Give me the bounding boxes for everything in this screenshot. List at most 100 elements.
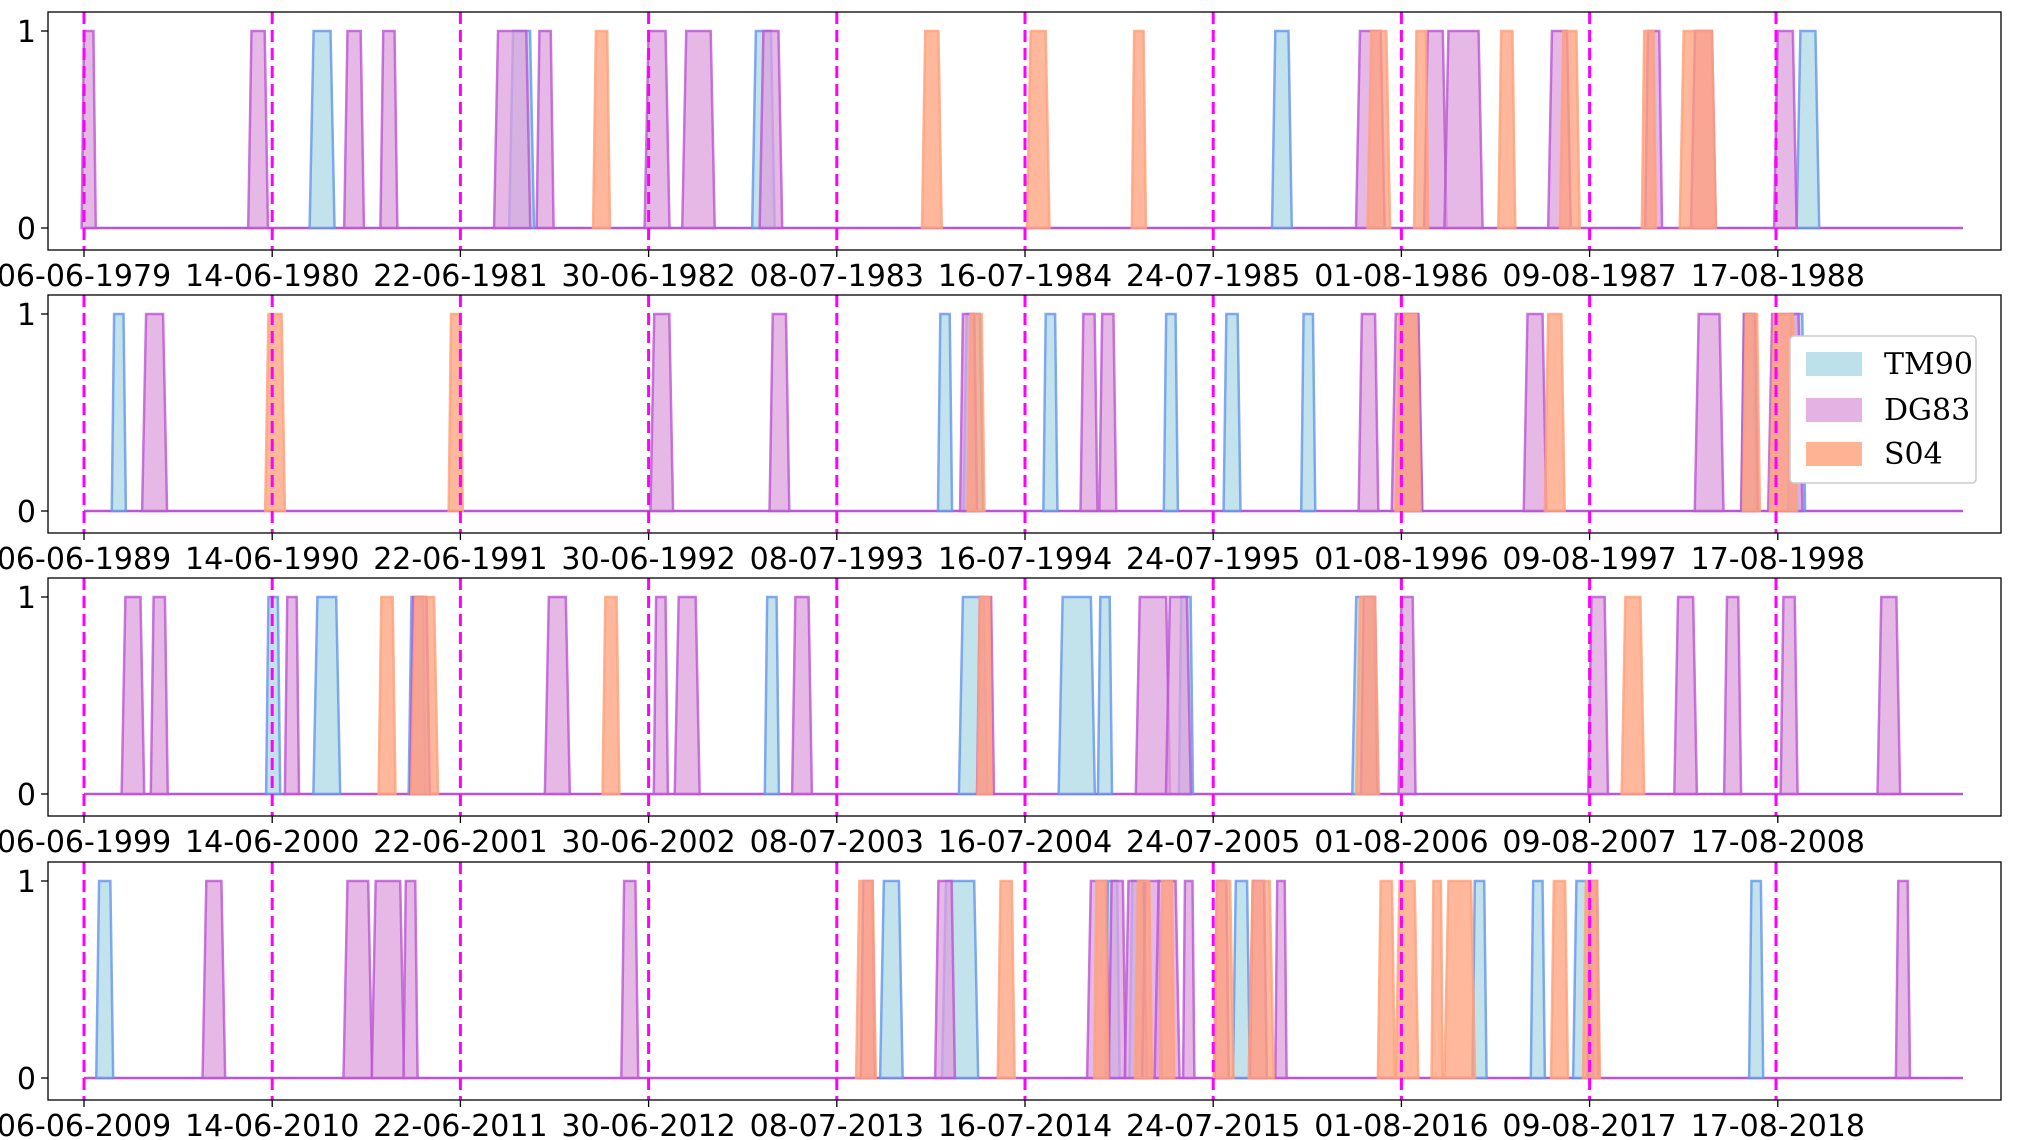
panels: 0 1 06-06-1979 14-06-1980 22-06-1981 30-06-19… xyxy=(0,11,2002,1140)
xtick-label: 16-07-1984 xyxy=(938,259,1112,294)
pulse-s04 xyxy=(1158,879,1176,1080)
legend-swatch-dg83 xyxy=(1806,398,1862,422)
pulse-s04 xyxy=(1212,879,1235,1080)
series-s04 xyxy=(263,312,1799,513)
pulse-s04 xyxy=(591,29,612,230)
series-s04 xyxy=(854,879,1602,1080)
pulse-dg83 xyxy=(1693,312,1725,513)
legend-swatch-tm90 xyxy=(1806,352,1862,376)
pulse-s04 xyxy=(1394,312,1422,513)
pulse-s04 xyxy=(1543,312,1566,513)
pulse-dg83 xyxy=(492,29,532,230)
pulse-tm90 xyxy=(1162,312,1180,513)
xtick-label: 09-08-2007 xyxy=(1502,825,1676,860)
xtick-label: 22-06-1981 xyxy=(373,259,547,294)
year-markers xyxy=(82,862,1778,1100)
pulse-s04 xyxy=(1354,595,1381,796)
pulse-s04 xyxy=(976,595,993,796)
xtick-label: 22-06-1991 xyxy=(373,542,547,577)
pulse-dg83 xyxy=(1181,879,1196,1080)
pulse-dg83 xyxy=(790,595,814,796)
pulse-dg83 xyxy=(1443,29,1484,230)
xtick-label: 14-06-2010 xyxy=(185,1109,359,1140)
xtick-label: 09-08-1997 xyxy=(1502,542,1676,577)
xtick-label: 08-07-2013 xyxy=(750,1109,924,1140)
xtick-label: 08-07-1983 xyxy=(750,259,924,294)
pulse-dg83 xyxy=(620,879,640,1080)
pulse-s04 xyxy=(854,879,878,1080)
pulse-tm90 xyxy=(1795,29,1821,230)
panel-4: 0 1 06-06-2009 14-06-2010 22-06-2011 30-06-20… xyxy=(0,861,2002,1140)
pulse-dg83 xyxy=(379,29,399,230)
pulse-s04 xyxy=(1640,29,1658,230)
pulse-dg83 xyxy=(652,595,670,796)
xtick-label: 16-07-2004 xyxy=(938,825,1112,860)
xtick-label: 09-08-2017 xyxy=(1502,1109,1676,1140)
xtick-label: 24-07-1995 xyxy=(1126,542,1300,577)
pulse-s04 xyxy=(1133,879,1154,1080)
xtick-label: 14-06-2000 xyxy=(185,825,359,860)
pulse-tm90 xyxy=(1042,312,1059,513)
xtick-label: 06-06-1999 xyxy=(0,825,171,860)
pulse-s04 xyxy=(1412,29,1430,230)
pulse-s04 xyxy=(263,312,287,513)
pulse-s04 xyxy=(1741,312,1762,513)
pulse-dg83 xyxy=(768,312,791,513)
pulse-dg83 xyxy=(120,595,146,796)
xtick-label: 24-07-2005 xyxy=(1126,825,1300,860)
xtick-label: 14-06-1980 xyxy=(185,259,359,294)
pulse-dg83 xyxy=(680,29,716,230)
pulse-s04 xyxy=(1092,879,1110,1080)
pulse-dg83 xyxy=(933,879,957,1080)
pulse-dg83 xyxy=(1079,312,1099,513)
ytick-label: 1 xyxy=(17,581,36,616)
pulse-dg83 xyxy=(1357,312,1380,513)
xtick-label: 16-07-2014 xyxy=(938,1109,1112,1140)
pulse-s04 xyxy=(1394,879,1420,1080)
pulse-dg83 xyxy=(246,29,270,230)
pulse-tm90 xyxy=(1299,312,1317,513)
ytick-label: 0 xyxy=(17,1062,36,1097)
pulse-dg83 xyxy=(1779,595,1799,796)
pulse-tm90 xyxy=(1747,879,1765,1080)
pulse-s04 xyxy=(1558,29,1581,230)
pulse-dg83 xyxy=(1876,595,1902,796)
year-markers xyxy=(82,578,1778,816)
pulse-s04 xyxy=(1366,29,1392,230)
pulse-tm90 xyxy=(1222,312,1242,513)
xtick-label: 24-07-2015 xyxy=(1126,1109,1300,1140)
xtick-label: 30-06-2002 xyxy=(561,825,735,860)
xtick-label: 22-06-2001 xyxy=(373,825,547,860)
pulse-s04 xyxy=(1678,29,1718,230)
pulse-tm90 xyxy=(308,29,336,230)
panel-2: 0 1 06-06-1989 14-06-1990 22-06-1991 30-06-19… xyxy=(0,294,2002,577)
series-s04 xyxy=(377,595,1646,796)
pulse-tm90 xyxy=(94,879,115,1080)
pulse-s04 xyxy=(1620,595,1646,796)
legend-label-s04: S04 xyxy=(1884,437,1943,472)
pulse-dg83 xyxy=(1673,595,1699,796)
xtick-label: 30-06-2012 xyxy=(561,1109,735,1140)
xtick-label: 08-07-1993 xyxy=(750,542,924,577)
pulse-dg83 xyxy=(1772,29,1798,230)
pulse-dg83 xyxy=(342,879,374,1080)
pulse-s04 xyxy=(409,595,440,796)
ytick-label: 0 xyxy=(17,495,36,530)
xtick-label: 22-06-2011 xyxy=(373,1109,547,1140)
xtick-label: 06-06-1979 xyxy=(0,259,171,294)
xtick-label: 08-07-2003 xyxy=(750,825,924,860)
xtick-label: 17-08-1998 xyxy=(1691,542,1865,577)
pulse-dg83 xyxy=(1894,879,1912,1080)
xtick-label: 30-06-1982 xyxy=(561,259,735,294)
xtick-label: 06-06-2009 xyxy=(0,1109,171,1140)
pulse-tm90 xyxy=(1231,879,1252,1080)
pulse-dg83 xyxy=(758,29,784,230)
pulse-dg83 xyxy=(535,29,555,230)
xtick-label: 24-07-1985 xyxy=(1126,259,1300,294)
pulse-tm90 xyxy=(763,595,781,796)
xtick-label: 09-08-1987 xyxy=(1502,259,1676,294)
pulse-dg83 xyxy=(1274,879,1288,1080)
xtick-label: 17-08-2018 xyxy=(1691,1109,1865,1140)
pulse-tm90 xyxy=(312,595,342,796)
